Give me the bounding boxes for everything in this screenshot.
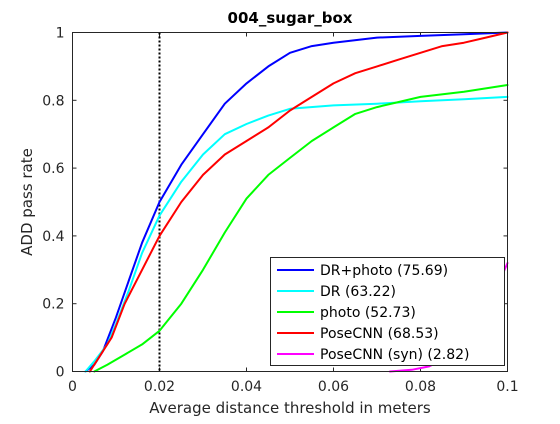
x-tick-label: 0.02 <box>144 379 175 395</box>
x-tick-label: 0 <box>68 379 77 395</box>
legend-label-0: DR+photo (75.69) <box>320 263 448 279</box>
series-line-0 <box>84 31 509 373</box>
series-lines <box>84 31 509 373</box>
y-axis-label: ADD pass rate <box>18 148 36 256</box>
series-line-2 <box>93 84 509 373</box>
plot-area-frame <box>72 32 508 372</box>
legend-label-4: PoseCNN (syn) (2.82) <box>320 347 470 363</box>
series-line-3 <box>88 31 509 373</box>
y-axis-ticks: 0 0.2 0.4 0.6 0.8 1 <box>42 26 508 381</box>
legend-label-3: PoseCNN (68.53) <box>320 326 439 342</box>
x-axis-label: Average distance threshold in meters <box>149 399 431 417</box>
y-tick-label: 0.8 <box>42 93 64 109</box>
y-tick-label: 0.4 <box>42 229 64 245</box>
x-tick-label: 0.1 <box>496 379 518 395</box>
legend-label-1: DR (63.22) <box>320 284 396 300</box>
x-tick-label: 0.04 <box>231 379 262 395</box>
x-tick-label: 0.08 <box>405 379 436 395</box>
chart-legend: DR+photo (75.69) DR (63.22) photo (52.73) P… <box>270 257 505 366</box>
chart-title: 004_sugar_box <box>228 9 353 27</box>
x-tick-label: 0.06 <box>318 379 349 395</box>
y-tick-label: 0.2 <box>42 297 64 313</box>
legend-items: DR+photo (75.69) DR (63.22) photo (52.73) P… <box>277 263 470 363</box>
x-axis-ticks: 0 0.02 0.04 0.06 0.08 0.1 <box>68 32 519 395</box>
y-tick-label: 0.6 <box>42 161 64 177</box>
y-tick-label: 0 <box>56 365 65 381</box>
y-tick-label: 1 <box>56 26 65 42</box>
legend-label-2: photo (52.73) <box>320 305 416 321</box>
